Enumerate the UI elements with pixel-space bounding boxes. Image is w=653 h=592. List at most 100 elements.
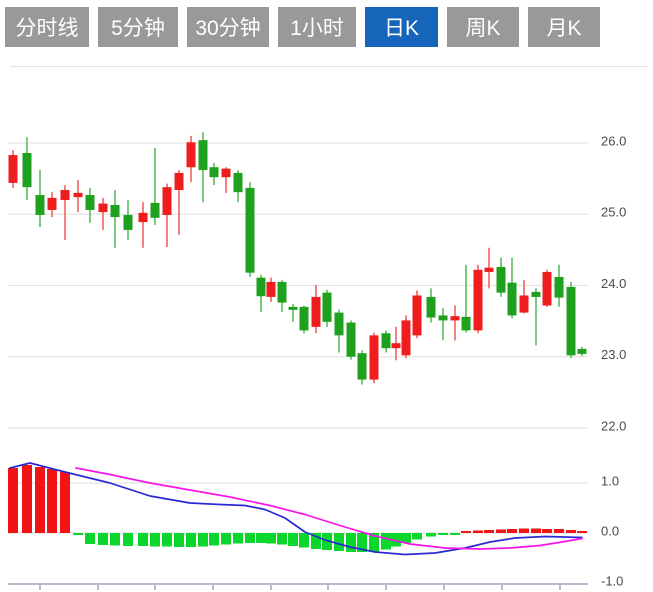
macd-bar-positive (577, 531, 587, 533)
tab-5min[interactable]: 5分钟 (98, 7, 178, 47)
candle-body-down (85, 195, 95, 210)
candle-body-up (162, 187, 172, 215)
macd-bar-negative (391, 533, 401, 547)
macd-dea-line (75, 467, 583, 550)
candle-body-down (531, 291, 541, 297)
candle-body-down (150, 202, 160, 218)
candle-body-up (391, 343, 401, 349)
macd-bar-negative (369, 533, 379, 552)
macd-bar-positive (484, 530, 494, 533)
candle-body-down (299, 306, 309, 331)
macd-bar-positive (47, 469, 57, 533)
candle-body-down (277, 281, 287, 303)
candle-body-up (401, 320, 411, 356)
macd-bar-negative (381, 533, 391, 550)
macd-bar-negative (73, 533, 83, 535)
candle-body-up (174, 172, 184, 191)
candle-body-up (221, 168, 231, 178)
macd-bar-negative (198, 533, 208, 547)
main-gridlines (8, 142, 588, 429)
main-y-tick-label: 26.0 (601, 133, 626, 148)
macd-bar-negative (85, 533, 95, 544)
main-y-tick-label: 24.0 (601, 276, 626, 291)
candle-body-up (542, 271, 552, 306)
macd-bar-negative (150, 533, 160, 547)
macd-bar-negative (438, 533, 448, 535)
candle-body-up (450, 316, 460, 321)
tab-timeline[interactable]: 分时线 (5, 7, 89, 47)
macd-bar-positive (519, 528, 529, 533)
candle-body-up (266, 281, 276, 297)
macd-bar-negative (162, 533, 172, 547)
macd-y-axis-labels: 1.0 0.0 -1.0 (601, 473, 623, 588)
macd-bar-negative (412, 533, 422, 540)
macd-bar-negative (357, 533, 367, 552)
macd-bar-positive (35, 467, 45, 533)
macd-bar-positive (496, 529, 506, 533)
macd-bar-positive (60, 472, 70, 533)
candle-body-down (507, 282, 517, 316)
candle-body-down (22, 152, 32, 188)
tab-weekly-k[interactable]: 周K (447, 7, 519, 47)
candle-body-down (554, 276, 564, 298)
candle-body-up (473, 269, 483, 331)
macd-bar-negative (450, 533, 460, 535)
candle-body-down (123, 214, 133, 230)
main-y-tick-label: 23.0 (601, 347, 626, 362)
macd-gridlines (8, 482, 588, 534)
macd-bar-negative (266, 533, 276, 544)
candle-body-down (35, 195, 45, 215)
candle-body-up (73, 192, 83, 198)
candle-body-up (47, 197, 57, 210)
macd-bar-negative (346, 533, 356, 552)
main-y-axis-labels: 26.0 25.0 24.0 23.0 22.0 (601, 133, 626, 433)
macd-bar-negative (334, 533, 344, 551)
timeframe-tabbar: 分时线 5分钟 30分钟 1小时 日K 周K 月K (5, 7, 600, 47)
candle-body-down (110, 204, 120, 218)
macd-bar-positive (473, 530, 483, 533)
macd-bar-positive (531, 528, 541, 533)
candle-body-up (519, 295, 529, 313)
macd-bar-negative (110, 533, 120, 546)
macd-dif-line (9, 462, 583, 556)
candle-body-down (577, 348, 587, 354)
macd-bar-negative (426, 533, 436, 537)
macd-bar-negative (174, 533, 184, 547)
candle-body-up (369, 335, 379, 380)
macd-bar-negative (138, 533, 148, 546)
candle-body-down (245, 187, 255, 273)
macd-bar-negative (98, 533, 108, 545)
tabbar-divider (10, 66, 648, 67)
macd-y-tick-label: 1.0 (601, 473, 619, 488)
macd-bar-negative (123, 533, 133, 546)
candle-body-down (233, 172, 243, 193)
candle-body-up (8, 155, 18, 183)
macd-bar-negative (401, 533, 411, 543)
tab-daily-k[interactable]: 日K (365, 7, 438, 47)
candle-body-down (288, 306, 298, 310)
candle-body-down (438, 315, 448, 321)
candle-body-up (412, 295, 422, 336)
macd-bar-negative (233, 533, 243, 544)
candle-body-down (426, 296, 436, 318)
macd-bar-positive (566, 530, 576, 533)
macd-bar-negative (186, 533, 196, 547)
macd-bar-negative (256, 533, 266, 543)
macd-bar-negative (299, 533, 309, 548)
macd-bar-negative (245, 533, 255, 543)
macd-bar-negative (322, 533, 332, 550)
tab-1hour[interactable]: 1小时 (278, 7, 356, 47)
macd-y-tick-label: -1.0 (601, 573, 623, 588)
candle-body-down (209, 167, 219, 178)
macd-bar-negative (277, 533, 287, 545)
candle-body-up (98, 203, 108, 213)
macd-bar-positive (8, 468, 18, 533)
candle-body-down (322, 292, 332, 322)
tab-monthly-k[interactable]: 月K (528, 7, 600, 47)
candle-body-down (461, 316, 471, 331)
macd-bar-positive (507, 529, 517, 533)
tab-30min[interactable]: 30分钟 (187, 7, 269, 47)
macd-bar-positive (542, 529, 552, 533)
candle-body-up (186, 142, 196, 168)
macd-histogram (8, 465, 587, 552)
